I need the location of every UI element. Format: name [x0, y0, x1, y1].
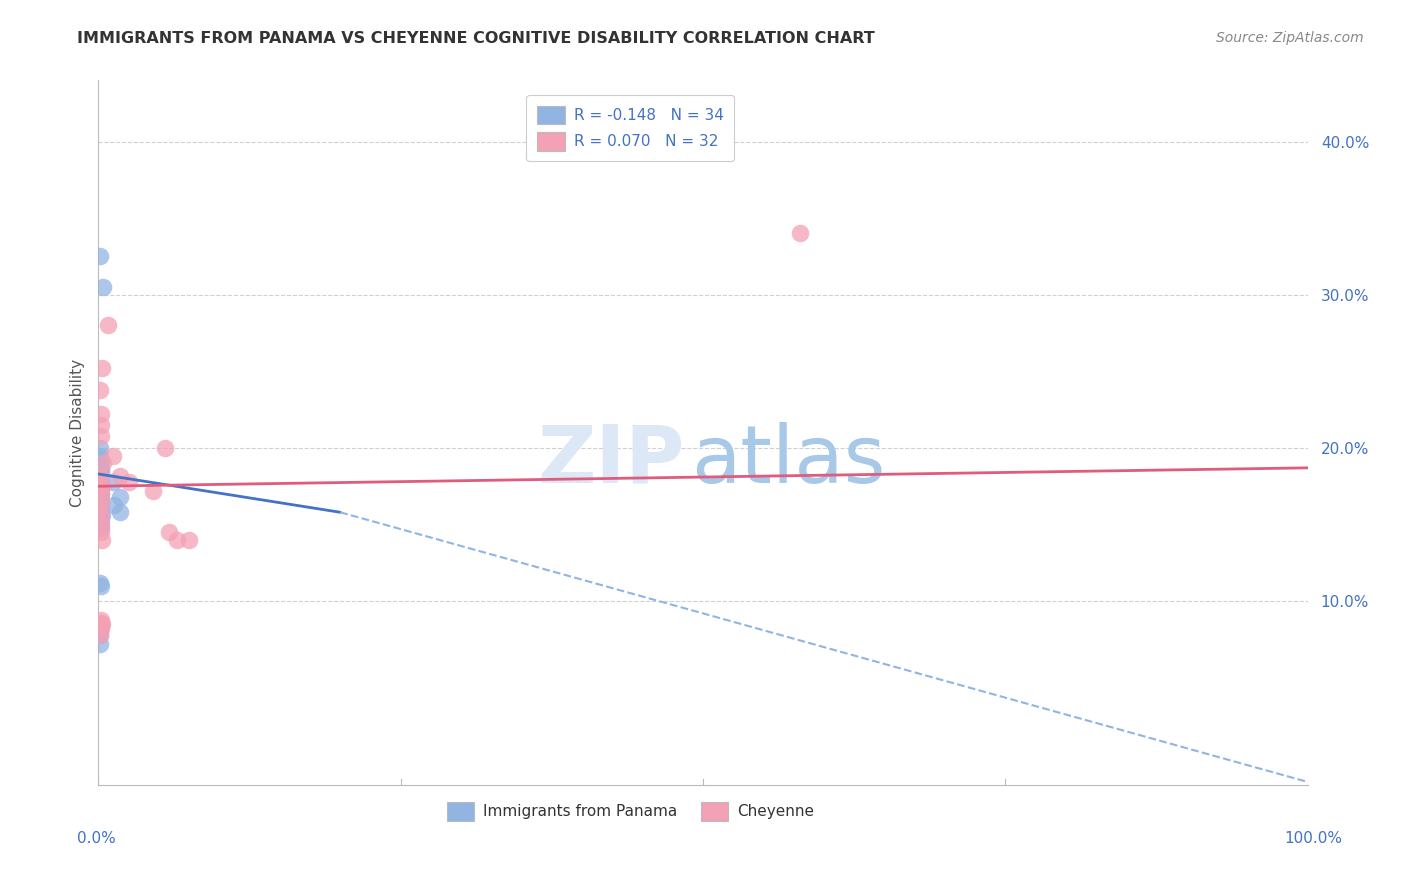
- Point: [103, 498, 125, 512]
- Point: [89, 511, 111, 525]
- Point: [90, 417, 112, 432]
- Point: [89, 483, 111, 498]
- Point: [89, 449, 111, 463]
- Point: [89, 472, 111, 486]
- Point: [89, 498, 111, 512]
- Point: [89, 490, 111, 504]
- Text: Source: ZipAtlas.com: Source: ZipAtlas.com: [1216, 31, 1364, 45]
- Point: [90, 475, 112, 489]
- Point: [90, 428, 112, 442]
- Point: [142, 483, 165, 498]
- Point: [90, 520, 112, 534]
- Legend: Immigrants from Panama, Cheyenne: Immigrants from Panama, Cheyenne: [440, 796, 820, 827]
- Point: [89, 622, 111, 636]
- Point: [90, 462, 112, 476]
- Point: [90, 407, 112, 421]
- Point: [89, 249, 111, 264]
- Y-axis label: Cognitive Disability: Cognitive Disability: [69, 359, 84, 507]
- Point: [91, 479, 114, 493]
- Point: [90, 617, 112, 632]
- Point: [91, 456, 114, 470]
- Point: [90, 622, 112, 636]
- Point: [90, 466, 112, 480]
- Point: [118, 475, 141, 489]
- Point: [108, 468, 131, 483]
- Point: [89, 383, 111, 397]
- Point: [91, 508, 114, 523]
- Point: [789, 227, 811, 241]
- Point: [90, 494, 112, 508]
- Point: [166, 533, 188, 547]
- Point: [153, 441, 176, 455]
- Point: [89, 502, 111, 516]
- Point: [89, 477, 111, 491]
- Point: [90, 579, 112, 593]
- Point: [89, 517, 111, 532]
- Point: [91, 533, 114, 547]
- Point: [90, 509, 112, 524]
- Point: [90, 487, 112, 501]
- Point: [89, 637, 111, 651]
- Point: [89, 441, 111, 455]
- Point: [90, 487, 112, 501]
- Point: [89, 475, 111, 489]
- Point: [91, 361, 114, 376]
- Point: [89, 628, 111, 642]
- Text: IMMIGRANTS FROM PANAMA VS CHEYENNE COGNITIVE DISABILITY CORRELATION CHART: IMMIGRANTS FROM PANAMA VS CHEYENNE COGNI…: [77, 31, 875, 46]
- Point: [90, 613, 112, 627]
- Point: [179, 533, 201, 547]
- Point: [89, 459, 111, 474]
- Point: [90, 468, 112, 483]
- Point: [91, 280, 114, 294]
- Point: [90, 517, 112, 532]
- Point: [101, 449, 124, 463]
- Point: [90, 525, 112, 540]
- Point: [97, 318, 120, 333]
- Point: [89, 628, 111, 642]
- Point: [89, 453, 111, 467]
- Point: [108, 505, 131, 519]
- Point: [89, 468, 111, 483]
- Text: atlas: atlas: [690, 422, 886, 500]
- Point: [90, 456, 112, 470]
- Point: [90, 494, 112, 508]
- Point: [90, 502, 112, 516]
- Text: 100.0%: 100.0%: [1285, 831, 1343, 847]
- Point: [91, 617, 114, 632]
- Text: ZIP: ZIP: [537, 422, 685, 500]
- Point: [108, 490, 131, 504]
- Point: [90, 615, 112, 630]
- Point: [90, 481, 112, 495]
- Point: [89, 575, 111, 590]
- Point: [157, 525, 180, 540]
- Point: [90, 515, 112, 529]
- Text: 0.0%: 0.0%: [77, 831, 117, 847]
- Point: [101, 475, 124, 489]
